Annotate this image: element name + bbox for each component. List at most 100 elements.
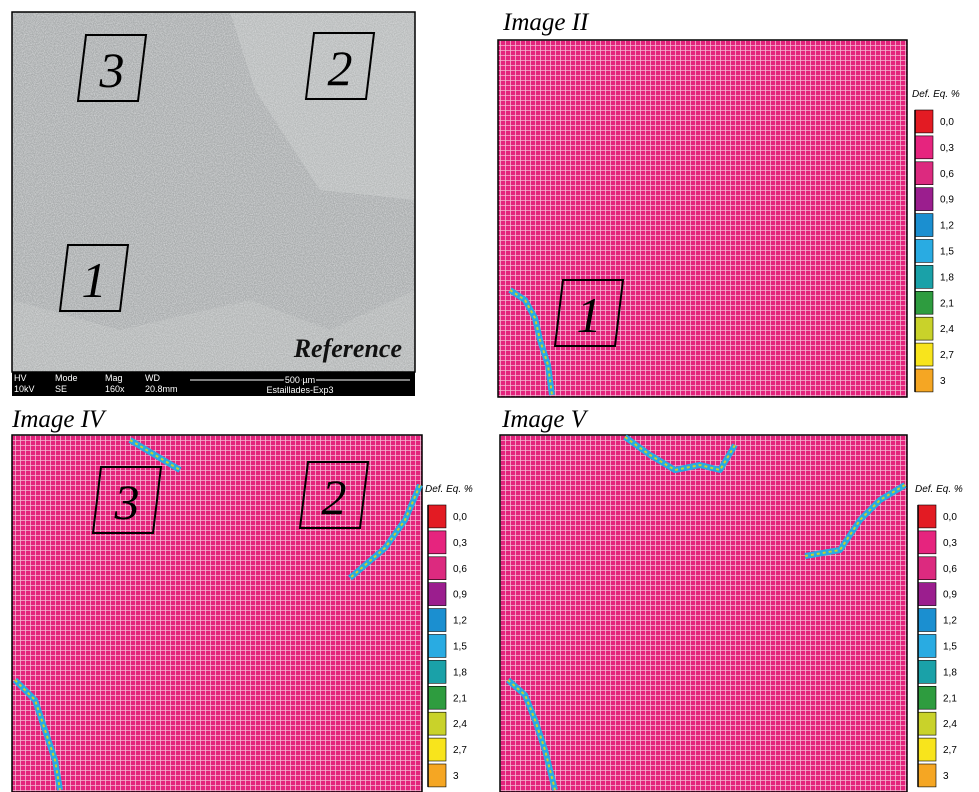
map-title: Image V <box>501 406 589 433</box>
legend-swatch <box>914 239 934 263</box>
info-field-value: 20.8mm <box>145 384 178 394</box>
legend-label: 0,3 <box>940 143 954 154</box>
legend-label: 1,2 <box>453 616 467 627</box>
legend-title: Def. Eq. % <box>915 484 963 495</box>
legend-label: 2,7 <box>940 350 954 361</box>
legend-swatch <box>917 556 937 580</box>
region-number: 1 <box>577 287 602 343</box>
info-bar <box>12 372 415 396</box>
crack-core <box>624 436 736 472</box>
info-field-value: 10kV <box>14 384 35 394</box>
legend-swatch <box>427 556 447 580</box>
info-field-name: WD <box>145 373 160 383</box>
reference-panel: 500 µm Estaillades-Exp3 Reference <box>11 11 416 396</box>
map-title: Image II <box>502 9 590 36</box>
info-field-value: 160x <box>105 384 125 394</box>
legend-label: 0,6 <box>453 564 467 575</box>
region-number: 2 <box>328 40 353 96</box>
legend-swatch <box>914 213 934 237</box>
region-number: 3 <box>99 42 125 98</box>
legend-label: 2,7 <box>453 745 467 756</box>
region-number: 1 <box>82 252 107 308</box>
scale-label: 500 µm <box>285 375 315 385</box>
legend-swatch <box>917 737 937 762</box>
deformation-map <box>497 39 908 398</box>
legend-swatch <box>427 660 447 684</box>
legend-label: 1,5 <box>453 641 467 652</box>
legend-label: 3 <box>940 376 946 387</box>
region-number: 3 <box>114 474 140 530</box>
legend-label: 2,4 <box>453 719 467 730</box>
legend-swatch <box>427 504 447 529</box>
legend-swatch <box>917 660 937 684</box>
info-field-name: Mag <box>105 373 123 383</box>
legend-swatch <box>914 187 934 211</box>
legend-swatch <box>917 634 937 658</box>
legend-label: 0,6 <box>943 564 957 575</box>
legend-swatch <box>427 711 447 736</box>
legend-label: 2,1 <box>943 693 957 704</box>
legend-swatch <box>914 109 934 134</box>
legend-label: 3 <box>943 771 949 782</box>
legend-swatch <box>917 763 937 788</box>
legend-label: 1,2 <box>940 221 954 232</box>
deformation-map <box>11 434 423 792</box>
crack-core <box>507 679 556 791</box>
region-box <box>76 34 148 102</box>
region-box <box>553 279 625 347</box>
legend-swatch <box>917 582 937 606</box>
legend-label: 0,9 <box>453 590 467 601</box>
legend-swatch <box>917 504 937 529</box>
legend-label: 2,1 <box>940 298 954 309</box>
region-box <box>298 461 370 529</box>
region-box <box>304 32 376 100</box>
legend-swatch <box>427 763 447 788</box>
legend-label: 1,2 <box>943 616 957 627</box>
legend-swatch <box>427 608 447 632</box>
legend-label: 3 <box>453 771 459 782</box>
region-number: 2 <box>322 469 347 525</box>
legend-swatch <box>914 135 934 160</box>
legend-title: Def. Eq. % <box>425 484 473 495</box>
legend-label: 0,3 <box>453 538 467 549</box>
info-field-name: HV <box>14 373 27 383</box>
crack-core <box>349 484 421 579</box>
legend-label: 1,5 <box>940 246 954 257</box>
map-title: Image IV <box>11 406 107 433</box>
legend-label: 2,4 <box>940 324 954 335</box>
legend-label: 0,0 <box>943 512 957 523</box>
legend-label: 1,5 <box>943 641 957 652</box>
legend-label: 1,8 <box>940 272 954 283</box>
legend-label: 0,0 <box>453 512 467 523</box>
legend-label: 1,8 <box>453 667 467 678</box>
sample-name: Estaillades-Exp3 <box>266 385 333 395</box>
legend-swatch <box>427 685 447 710</box>
crack-core <box>509 289 553 396</box>
deformation-map <box>499 434 908 792</box>
legend-swatch <box>427 530 447 555</box>
legend-swatch <box>917 530 937 555</box>
legend-swatch <box>914 316 934 341</box>
region-box <box>58 244 130 312</box>
legend-swatch <box>917 608 937 632</box>
legend-swatch <box>914 368 934 393</box>
legend-label: 0,0 <box>940 117 954 128</box>
legend-swatch <box>917 711 937 736</box>
legend-label: 2,1 <box>453 693 467 704</box>
legend-label: 0,3 <box>943 538 957 549</box>
legend-label: 1,8 <box>943 667 957 678</box>
legend-swatch <box>427 582 447 606</box>
region-box <box>91 466 163 534</box>
legend-swatch <box>427 634 447 658</box>
crack-core <box>804 484 906 557</box>
legend-swatch <box>917 685 937 710</box>
info-field-value: SE <box>55 384 67 394</box>
reference-label: Reference <box>293 334 402 363</box>
crack-core <box>129 439 181 471</box>
info-field-name: Mode <box>55 373 78 383</box>
legend-label: 0,9 <box>943 590 957 601</box>
legend-swatch <box>914 342 934 367</box>
legend-swatch <box>427 737 447 762</box>
legend-label: 2,4 <box>943 719 957 730</box>
